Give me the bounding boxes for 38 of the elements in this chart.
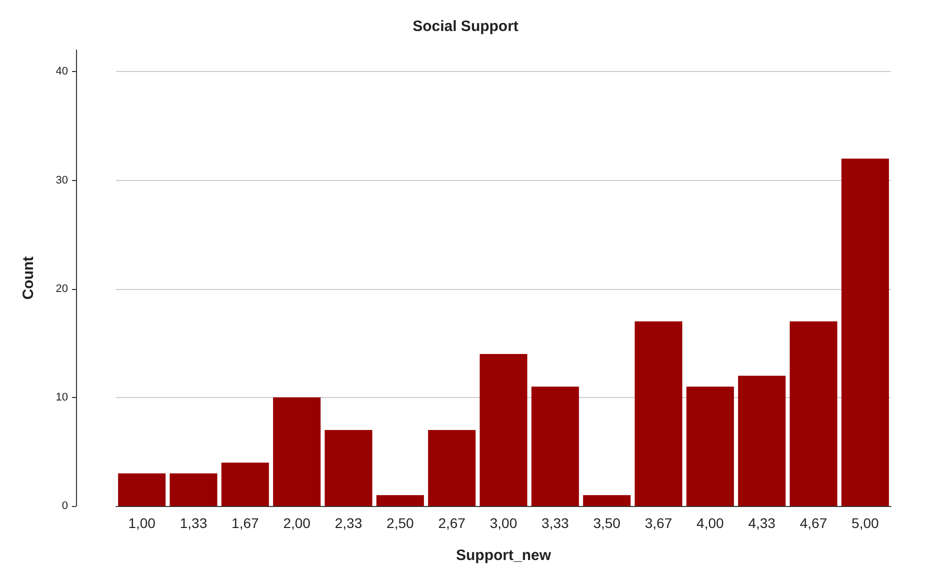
x-tick-label: 2,00 bbox=[283, 515, 311, 531]
x-tick-label: 1,00 bbox=[128, 515, 156, 531]
bar bbox=[634, 321, 682, 506]
x-tick-label: 2,33 bbox=[334, 515, 362, 531]
x-axis-title: Support_new bbox=[456, 547, 552, 564]
x-tick-label: 3,50 bbox=[593, 515, 621, 531]
bar bbox=[273, 397, 321, 506]
bar bbox=[376, 495, 424, 506]
x-tick-label: 2,67 bbox=[438, 515, 466, 531]
bar bbox=[324, 430, 372, 506]
bar bbox=[480, 354, 528, 506]
bar bbox=[583, 495, 631, 506]
bar bbox=[686, 386, 734, 506]
x-tick-label: 3,67 bbox=[644, 515, 672, 531]
bar bbox=[221, 462, 269, 506]
x-tick-label: 1,67 bbox=[232, 515, 260, 531]
bar bbox=[170, 473, 218, 506]
bar bbox=[841, 158, 889, 506]
y-tick-label: 30 bbox=[56, 174, 68, 186]
bar bbox=[738, 376, 786, 506]
bar bbox=[428, 430, 476, 506]
y-tick-label: 10 bbox=[56, 391, 68, 404]
x-tick-label: 4,00 bbox=[696, 515, 724, 531]
x-tick-label: 4,67 bbox=[800, 515, 828, 531]
bar bbox=[790, 321, 838, 506]
x-tick-label: 4,33 bbox=[748, 515, 776, 531]
y-tick-label: 20 bbox=[56, 282, 68, 295]
bar bbox=[531, 386, 579, 506]
x-tick-label: 5,00 bbox=[852, 515, 880, 531]
y-axis-title: Count bbox=[20, 256, 37, 300]
x-tick-label: 3,33 bbox=[542, 515, 570, 531]
y-tick-label: 40 bbox=[56, 66, 68, 78]
x-tick-label: 1,33 bbox=[180, 515, 208, 531]
x-tick-label: 3,00 bbox=[490, 515, 518, 531]
x-tick-label: 2,50 bbox=[386, 515, 414, 531]
y-tick-label: 0 bbox=[62, 500, 68, 512]
bar bbox=[118, 473, 166, 506]
chart-title: Social Support bbox=[412, 18, 518, 35]
